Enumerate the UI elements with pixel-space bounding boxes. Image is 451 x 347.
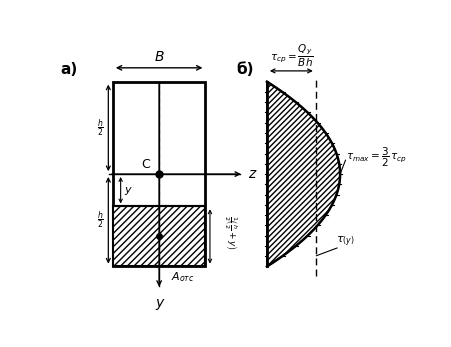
- Text: y: y: [155, 296, 163, 310]
- Text: $\tau_{max}=\dfrac{3}{2}\,\tau_{cp}$: $\tau_{max}=\dfrac{3}{2}\,\tau_{cp}$: [346, 145, 407, 169]
- Text: $A_{отс}$: $A_{отс}$: [170, 270, 194, 284]
- Text: $\tau_{(y)}$: $\tau_{(y)}$: [336, 235, 355, 249]
- Text: y: y: [124, 185, 131, 195]
- Text: B: B: [154, 50, 164, 64]
- Text: z: z: [248, 167, 255, 181]
- Text: C: C: [141, 158, 150, 171]
- Bar: [113, 206, 205, 266]
- Text: а): а): [60, 62, 78, 77]
- Text: $\frac{h}{2}$: $\frac{h}{2}$: [97, 117, 104, 138]
- Bar: [113, 82, 205, 266]
- Text: $\tau_{cp}=\dfrac{Q_y}{Bh}$: $\tau_{cp}=\dfrac{Q_y}{Bh}$: [270, 43, 313, 69]
- Polygon shape: [267, 82, 340, 266]
- Text: $\frac{h}{2}$: $\frac{h}{2}$: [97, 210, 104, 231]
- Text: б): б): [236, 62, 253, 77]
- Text: $\frac{1}{2}\!\left(\frac{h}{2}+y\right)$: $\frac{1}{2}\!\left(\frac{h}{2}+y\right)…: [222, 215, 238, 250]
